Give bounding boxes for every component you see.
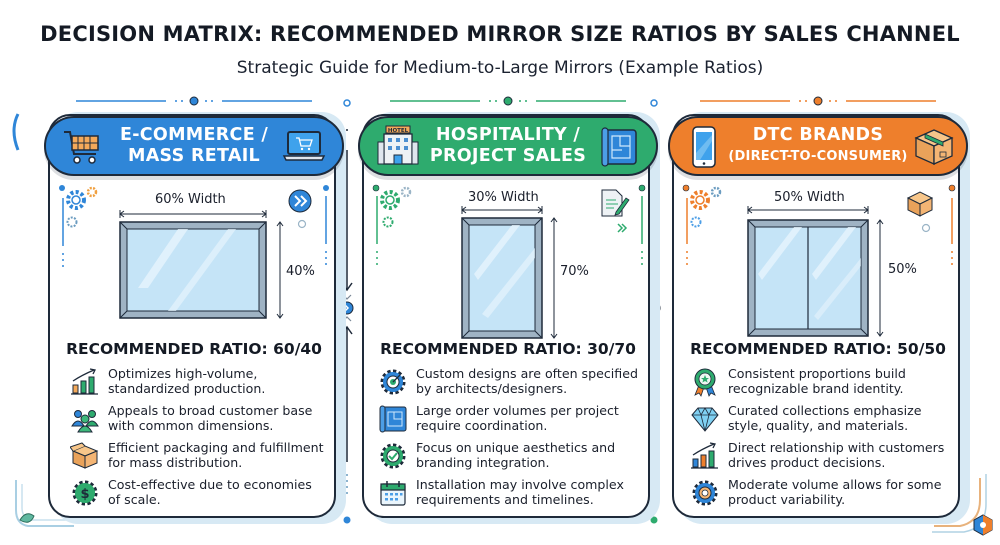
benefit-list: Consistent proportions build recognizable…: [690, 366, 960, 514]
list-item: $ Cost-effective due to economies of scal…: [70, 477, 340, 514]
width-label: 30% Width: [468, 190, 539, 205]
width-label: 50% Width: [774, 190, 845, 205]
channel-card-hospitality: HOTEL HOSPITALITY / PROJECT SALES: [358, 96, 660, 524]
blueprint-icon: [601, 127, 637, 167]
forward-button-icon: [288, 185, 329, 265]
gear-icon: [682, 184, 722, 265]
channel-header: E-COMMERCE / MASS RETAIL: [44, 116, 344, 176]
channel-header: DTC BRANDS (DIRECT-TO-CONSUMER): [668, 116, 968, 176]
page-subtitle: Strategic Guide for Medium-to-Large Mirr…: [236, 58, 764, 78]
header-line-2: (DIRECT-TO-CONSUMER): [728, 149, 908, 164]
award-ribbon-icon: [694, 368, 716, 397]
smartphone-icon: [692, 126, 716, 168]
side-line-left: [62, 198, 64, 267]
height-label: 50%: [888, 262, 917, 277]
corner-decoration-bottom-right: [932, 474, 993, 536]
benefit-list: Optimizes high-volume, standardized produ…: [70, 366, 340, 514]
list-item: Direct relationship with customers drives…: [690, 440, 960, 477]
card-body: HOTEL HOSPITALITY / PROJECT SALES: [358, 114, 658, 518]
gear-icon: [59, 185, 98, 228]
corner-decoration-top-left: [12, 113, 20, 151]
card-body: E-COMMERCE / MASS RETAIL: [44, 114, 344, 518]
document-edit-icon: [601, 184, 646, 265]
channel-header: HOTEL HOSPITALITY / PROJECT SALES: [358, 116, 658, 176]
growth-chart-icon: [691, 442, 718, 469]
cube-box-icon: [906, 184, 956, 265]
channel-card-ecommerce: E-COMMERCE / MASS RETAIL: [44, 96, 346, 524]
diamond-icon: [691, 407, 719, 432]
calendar-icon: [380, 481, 406, 506]
card-top-decoration: [76, 96, 312, 106]
check-gear-icon: [380, 443, 406, 469]
list-item: Curated collections emphasize style, qual…: [690, 403, 960, 440]
target-gear-icon: [380, 369, 406, 395]
recommended-ratio: RECOMMENDED RATIO: 30/70: [380, 340, 636, 358]
list-item: Installation may involve complex requirem…: [378, 477, 648, 514]
list-item: Consistent proportions build recognizable…: [690, 366, 960, 403]
width-label: 60% Width: [155, 192, 226, 207]
list-item: Moderate volume allows for some product v…: [690, 477, 960, 514]
mirror-diagram: [119, 210, 284, 319]
shipping-box-icon: [914, 129, 954, 166]
list-item: Large order volumes per project require c…: [378, 403, 648, 440]
card-body: DTC BRANDS (DIRECT-TO-CONSUMER): [668, 114, 968, 518]
gear-icon: [692, 480, 718, 506]
benefit-list: Custom designs are often specified by arc…: [378, 366, 648, 514]
svg-text:HOTEL: HOTEL: [388, 128, 409, 134]
card-top-decoration: [700, 96, 936, 106]
list-item: Optimizes high-volume, standardized produ…: [70, 366, 340, 403]
package-box-icon: [70, 442, 99, 469]
users-group-icon: [71, 410, 99, 433]
mirror-diagram: [461, 206, 558, 339]
height-label: 40%: [286, 264, 315, 279]
header-line-1: DTC BRANDS: [752, 125, 884, 145]
header-line-1: E-COMMERCE /: [119, 125, 269, 145]
mirror-diagram: [747, 206, 884, 337]
hotel-building-icon: HOTEL: [377, 125, 419, 165]
laptop-cart-icon: [282, 131, 326, 161]
gear-icon: [372, 184, 412, 265]
growth-chart-icon: [71, 368, 98, 395]
card-top-decoration: [390, 96, 626, 106]
svg-text:$: $: [80, 487, 89, 502]
header-line-2: PROJECT SALES: [429, 146, 587, 166]
header-line-1: HOSPITALITY /: [435, 125, 581, 145]
recommended-ratio: RECOMMENDED RATIO: 50/50: [690, 340, 946, 358]
corner-decoration-bottom-left: [15, 480, 74, 527]
height-label: 70%: [560, 264, 589, 279]
recommended-ratio: RECOMMENDED RATIO: 60/40: [66, 340, 322, 358]
channel-card-dtc: DTC BRANDS (DIRECT-TO-CONSUMER): [668, 96, 970, 524]
dollar-gear-icon: $: [72, 480, 98, 506]
blueprint-icon: [379, 405, 407, 433]
page-title: DECISION MATRIX: RECOMMENDED MIRROR SIZE…: [40, 22, 960, 46]
list-item: Custom designs are often specified by arc…: [378, 366, 648, 403]
list-item: Focus on unique aesthetics and branding i…: [378, 440, 648, 477]
header-line-2: MASS RETAIL: [127, 146, 260, 166]
list-item: Appeals to broad customer base with commo…: [70, 403, 340, 440]
list-item: Efficient packaging and fulfillment for m…: [70, 440, 340, 477]
shopping-cart-icon: [64, 131, 99, 164]
